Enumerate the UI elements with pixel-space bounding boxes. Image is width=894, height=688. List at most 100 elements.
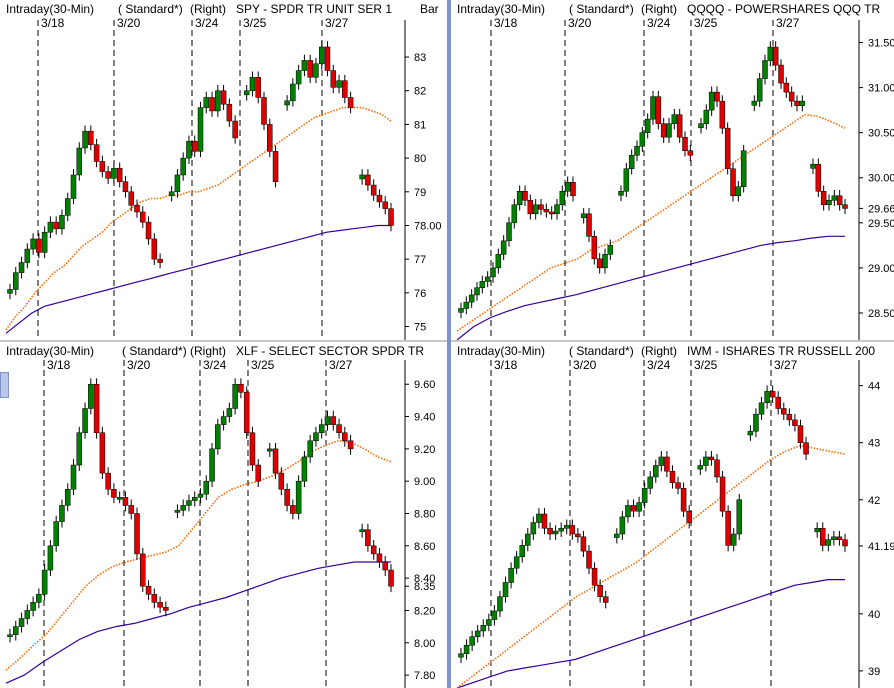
iwm-header-interval: Intraday(30-Min)	[457, 344, 545, 358]
xlf-moving-average-slow	[5, 561, 391, 684]
qqqq-candle-55	[751, 100, 758, 106]
panel-toggle-tab[interactable]	[0, 372, 9, 398]
iwm-candle-53	[753, 413, 759, 432]
spy-candle-9	[59, 215, 65, 230]
iwm-candle-48	[725, 510, 731, 546]
xlf-candle-45	[267, 448, 273, 452]
iwm-candle-10	[513, 556, 520, 569]
spy-candle-44	[261, 97, 267, 125]
iwm-candle-38	[669, 470, 676, 483]
spy-ytick-label-4: 79	[414, 187, 426, 199]
spy-ytick-label-6: 81	[414, 119, 426, 131]
xlf-candle-38	[226, 408, 233, 417]
spy-candle-10	[64, 198, 71, 216]
spy-candle-56	[330, 70, 337, 88]
xlf-header-style: ( Standard*)	[122, 344, 187, 358]
spy-header-mode: Bar	[420, 2, 439, 16]
qqqq-candle-11	[516, 191, 523, 206]
qqqq-candle-62	[788, 91, 795, 102]
spy-last-price-label: 78.00	[414, 220, 442, 232]
xlf-candle-56	[330, 416, 337, 425]
iwm-candle-0	[458, 653, 464, 658]
xlf-candle-29	[174, 510, 181, 513]
qqqq-candle-57	[762, 60, 768, 79]
chart-panel-spy: Intraday(30-Min) ( Standard*) (Right) SPY -…	[0, 0, 447, 340]
horizontal-splitter-left[interactable]	[0, 340, 447, 342]
spy-candle-66	[388, 208, 394, 226]
qqqq-candle-25	[591, 236, 598, 260]
xlf-candle-48	[284, 489, 290, 506]
xlf-candle-23	[140, 553, 146, 587]
qqqq-moving-average-slow	[456, 235, 845, 340]
qqqq-candle-4	[479, 281, 486, 288]
qqqq-candle-71	[836, 195, 843, 206]
qqqq-date-label-1: 3/20	[568, 16, 592, 30]
horizontal-splitter-right[interactable]	[451, 340, 894, 342]
iwm-moving-average-slow	[456, 579, 845, 688]
xlf-candle-39	[232, 383, 238, 409]
vertical-splitter[interactable]	[447, 0, 451, 688]
qqqq-candle-16	[543, 209, 550, 213]
spy-candle-50	[295, 70, 302, 85]
spy-candle-16	[99, 161, 106, 172]
qqqq-candle-72	[842, 204, 848, 209]
xlf-candle-2	[18, 618, 25, 627]
xlf-candles	[7, 378, 394, 643]
qqqq-candle-70	[831, 195, 838, 201]
qqqq-candle-10	[511, 204, 518, 224]
iwm-candle-39	[675, 482, 681, 489]
qqqq-candle-36	[650, 96, 656, 120]
xlf-candle-13	[82, 408, 88, 433]
spy-candle-54	[318, 46, 325, 65]
qqqq-candle-32	[628, 154, 635, 169]
spy-header-interval: Intraday(30-Min)	[6, 2, 94, 16]
xlf-candle-53	[313, 432, 319, 442]
qqqq-candle-30	[618, 191, 624, 196]
qqqq-candle-56	[756, 78, 763, 102]
spy-candle-42	[249, 77, 256, 91]
qqqq-candle-66	[810, 163, 816, 169]
iwm-candle-61	[797, 425, 804, 443]
spy-date-label-3: 3/25	[243, 16, 267, 30]
qqqq-candle-58	[767, 46, 774, 61]
iwm-candle-64	[814, 528, 820, 533]
iwm-candle-9	[508, 567, 514, 583]
qqqq-ytick-label-4: 30.00	[868, 173, 894, 185]
spy-candle-41	[243, 90, 250, 96]
spy-candle-18	[111, 167, 117, 179]
xlf-ytick-label-5: 8.60	[414, 541, 435, 553]
chart-panel-qqqq: Intraday(30-Min) ( Standard*) (Right) QQQQ …	[451, 0, 894, 340]
qqqq-ytick-label-7: 31.50	[868, 38, 894, 50]
spy-candle-23	[140, 211, 146, 223]
iwm-candle-57	[775, 396, 781, 409]
xlf-candle-61	[359, 529, 365, 533]
spy-date-label-2: 3/24	[195, 16, 219, 30]
iwm-candle-35	[653, 465, 659, 478]
xlf-candle-34	[203, 480, 210, 495]
spy-candle-2	[18, 262, 25, 273]
spy-candle-0	[7, 289, 13, 294]
qqqq-candle-60	[778, 64, 784, 84]
iwm-candle-7	[497, 596, 503, 612]
iwm-candle-19	[563, 525, 570, 529]
qqqq-candle-20	[564, 182, 571, 192]
qqqq-header-symbol: QQQQ - POWERSHARES QQQ TR	[687, 2, 880, 16]
spy-candle-7	[47, 221, 54, 233]
qqqq-candle-50	[724, 127, 731, 169]
xlf-date-label-2: 3/24	[203, 358, 227, 372]
xlf-candle-4	[30, 602, 36, 611]
qqqq-candle-48	[714, 91, 720, 102]
spy-candle-62	[365, 174, 371, 186]
qqqq-candle-46	[703, 109, 710, 124]
spy-ytick-label-2: 77	[414, 254, 426, 266]
xlf-ytick-label-2: 8.20	[414, 605, 435, 617]
qqqq-candle-40	[671, 114, 678, 124]
iwm-candle-29	[619, 516, 626, 535]
iwm-candle-56	[769, 391, 776, 398]
qqqq-candle-45	[698, 123, 704, 129]
qqqq-candle-33	[634, 145, 640, 156]
iwm-candle-54	[758, 402, 765, 415]
xlf-candle-27	[163, 606, 169, 611]
qqqq-ytick-label-5: 30.50	[868, 128, 894, 140]
qqqq-candle-38	[660, 123, 667, 138]
